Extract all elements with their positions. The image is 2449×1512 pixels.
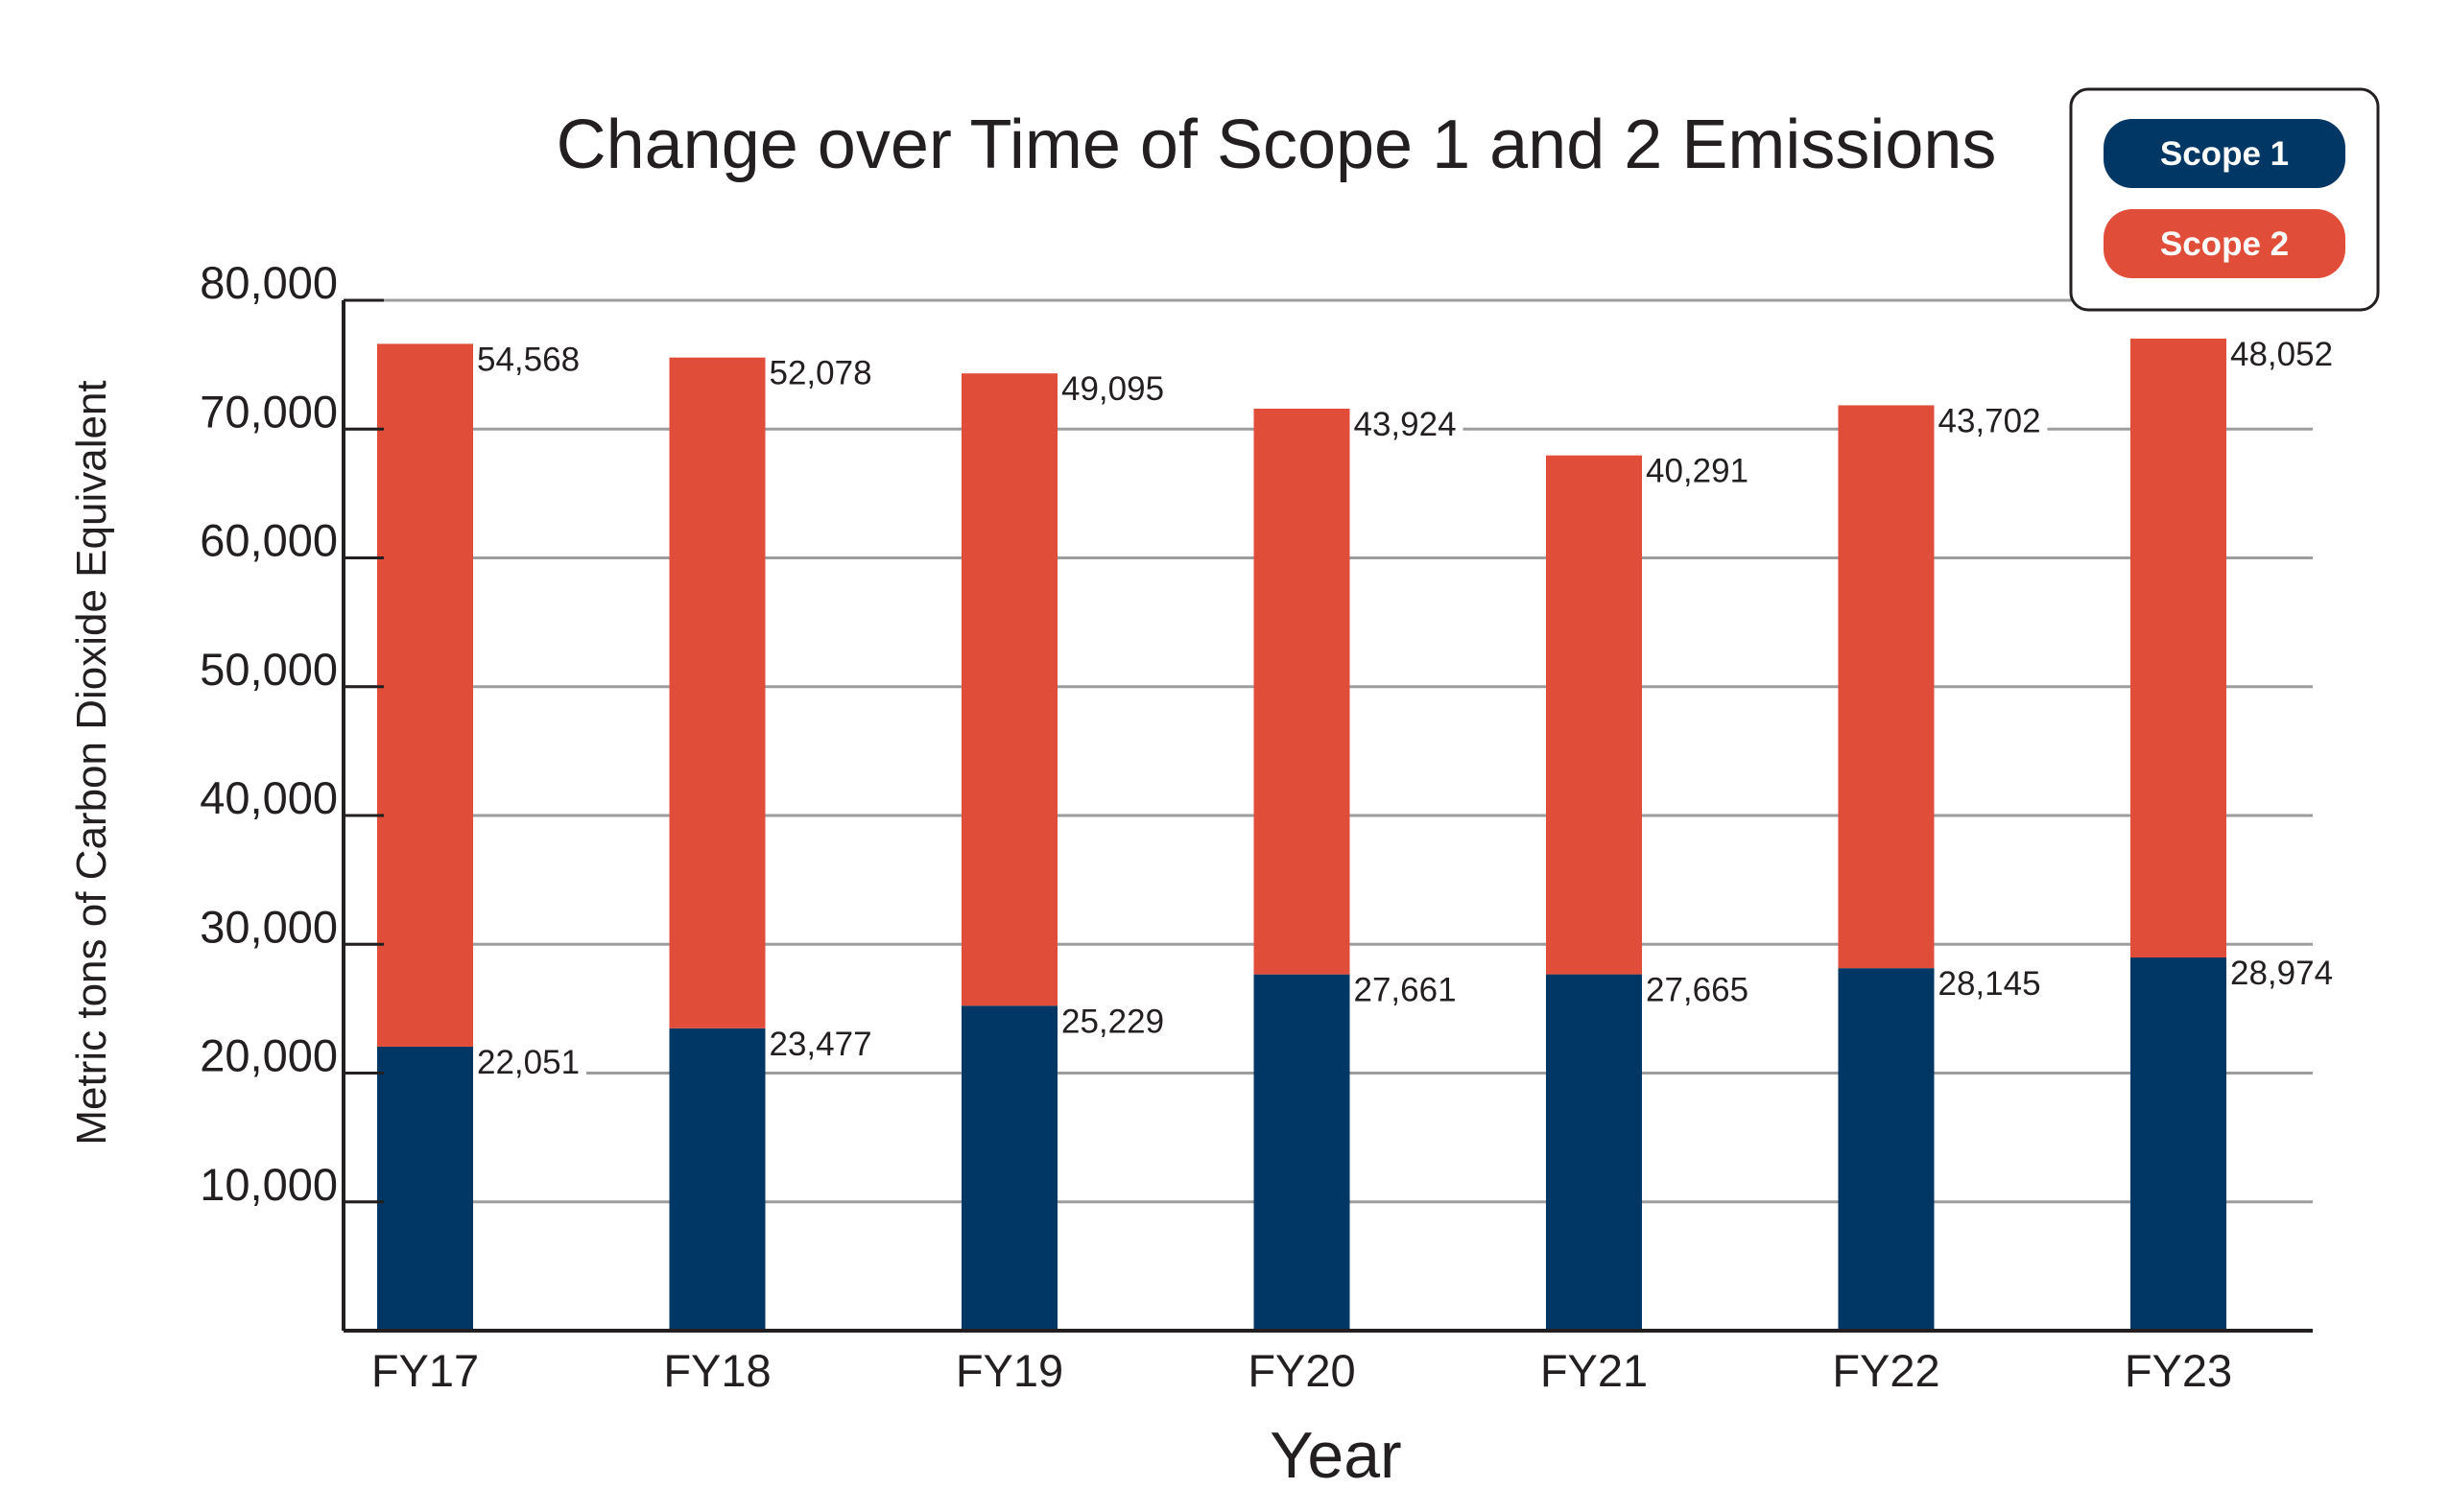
bar-scope-2 — [1253, 408, 1350, 975]
data-label-bg — [473, 1042, 586, 1083]
legend-swatch — [2104, 209, 2345, 278]
y-tick-label: 70,000 — [200, 386, 338, 437]
data-label-scope-2: 40,291 — [1646, 453, 1748, 490]
legend-label: Scope 1 — [2160, 135, 2289, 173]
bar-scope-2 — [669, 357, 766, 1028]
y-tick-label: 60,000 — [200, 515, 338, 566]
y-tick-label: 30,000 — [200, 901, 338, 952]
x-tick-label: FY18 — [663, 1345, 771, 1396]
data-label-scope-2: 49,095 — [1061, 370, 1164, 408]
data-label-scope-2: 52,078 — [770, 355, 872, 392]
data-label-bg — [2226, 334, 2340, 375]
bar-scope-2 — [377, 343, 473, 1047]
y-tick-label: 20,000 — [200, 1030, 338, 1081]
x-tick-label: FY20 — [1248, 1345, 1355, 1396]
data-label-bg — [1642, 451, 1755, 492]
data-label-bg — [1349, 404, 1463, 445]
legend-swatch — [2104, 119, 2345, 188]
data-label-scope-1: 28,145 — [1938, 965, 2041, 1003]
bar-scope-1 — [962, 1005, 1058, 1331]
data-label-bg — [473, 340, 586, 381]
bar-scope-2 — [2130, 338, 2226, 958]
legend: Scope 1 Scope 2 — [2069, 87, 2380, 312]
x-tick-label: FY17 — [371, 1345, 479, 1396]
data-label-scope-2: 43,702 — [1938, 402, 2041, 439]
bar-scope-1 — [1546, 974, 1642, 1331]
data-label-bg — [1934, 401, 2048, 442]
y-tick-label: 40,000 — [200, 772, 338, 823]
y-axis-title: Metric tons of Carbon Dioxide Equivalent — [68, 380, 115, 1145]
data-label-bg — [765, 1024, 879, 1065]
data-label-scope-1: 28,974 — [2230, 955, 2333, 992]
bar-scope-2 — [962, 373, 1058, 1006]
bar-scope-2 — [1546, 455, 1642, 975]
data-label-bg — [1349, 970, 1463, 1011]
data-label-scope-2: 48,052 — [2230, 336, 2333, 373]
x-axis-title: Year — [1270, 1419, 1401, 1492]
data-label-scope-1: 22,051 — [477, 1044, 580, 1081]
data-label-bg — [2226, 954, 2340, 995]
bar-scope-1 — [1838, 968, 1935, 1331]
data-label-bg — [765, 353, 879, 394]
data-label-bg — [1058, 1002, 1171, 1043]
legend-label: Scope 2 — [2160, 225, 2289, 263]
bar-scope-1 — [1253, 974, 1350, 1331]
data-label-scope-2: 43,924 — [1354, 406, 1457, 443]
y-tick-label: 10,000 — [200, 1159, 338, 1210]
chart-title: Change over Time of Scope 1 and 2 Emissi… — [557, 106, 1997, 183]
x-tick-label: FY19 — [956, 1345, 1063, 1396]
bar-scope-1 — [669, 1028, 766, 1331]
data-label-scope-1: 25,229 — [1061, 1003, 1164, 1040]
y-tick-label: 80,000 — [200, 257, 338, 308]
bar-scope-1 — [2130, 957, 2226, 1331]
x-tick-label: FY22 — [1832, 1345, 1939, 1396]
data-label-scope-1: 27,665 — [1646, 972, 1748, 1009]
data-label-bg — [1642, 970, 1755, 1011]
data-label-scope-1: 27,661 — [1354, 972, 1457, 1009]
y-tick-label: 50,000 — [200, 644, 338, 695]
x-tick-label: FY23 — [2125, 1345, 2232, 1396]
data-label-bg — [1058, 369, 1171, 411]
data-label-scope-2: 54,568 — [477, 341, 580, 378]
x-tick-label: FY21 — [1540, 1345, 1648, 1396]
bar-scope-1 — [377, 1046, 473, 1331]
bar-scope-2 — [1838, 405, 1935, 969]
data-label-bg — [1934, 964, 2048, 1005]
data-label-scope-1: 23,477 — [770, 1026, 872, 1063]
